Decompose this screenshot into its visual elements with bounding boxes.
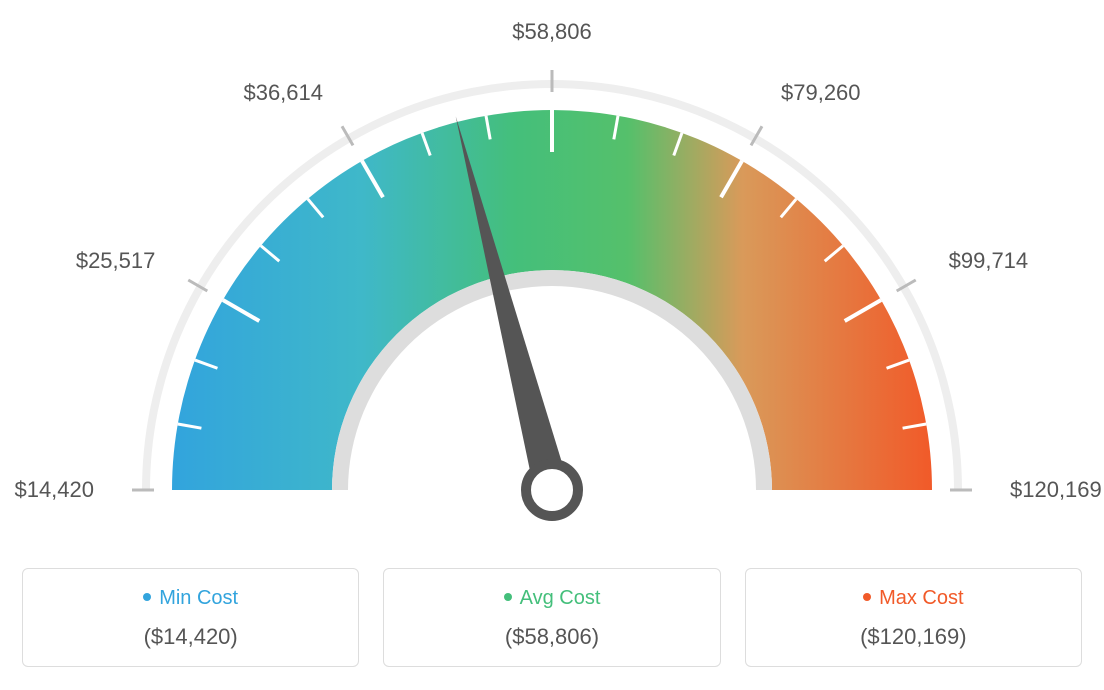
legend-label-min: Min Cost: [159, 587, 238, 609]
dot-icon: [504, 593, 512, 601]
gauge-tick-label: $79,260: [781, 80, 861, 106]
legend-label-avg: Avg Cost: [520, 587, 601, 609]
legend-row: Min Cost ($14,420) Avg Cost ($58,806) Ma…: [22, 568, 1082, 667]
dot-icon: [143, 593, 151, 601]
gauge-tick-label: $36,614: [243, 80, 323, 106]
legend-title-max: Max Cost: [746, 587, 1081, 610]
legend-title-avg: Avg Cost: [384, 587, 719, 610]
gauge-tick-label: $14,420: [14, 477, 94, 503]
gauge-svg: [22, 20, 1082, 560]
gauge-tick-label: $25,517: [76, 248, 156, 274]
legend-value-min: ($14,420): [23, 624, 358, 650]
dot-icon: [863, 593, 871, 601]
legend-label-max: Max Cost: [879, 587, 963, 609]
gauge-tick-label: $99,714: [949, 248, 1029, 274]
legend-value-avg: ($58,806): [384, 624, 719, 650]
legend-card-max: Max Cost ($120,169): [745, 568, 1082, 667]
legend-card-avg: Avg Cost ($58,806): [383, 568, 720, 667]
legend-card-min: Min Cost ($14,420): [22, 568, 359, 667]
legend-value-max: ($120,169): [746, 624, 1081, 650]
cost-gauge: $14,420$25,517$36,614$58,806$79,260$99,7…: [22, 20, 1082, 560]
gauge-tick-label: $58,806: [512, 19, 592, 45]
gauge-tick-label: $120,169: [1010, 477, 1102, 503]
legend-title-min: Min Cost: [23, 587, 358, 610]
